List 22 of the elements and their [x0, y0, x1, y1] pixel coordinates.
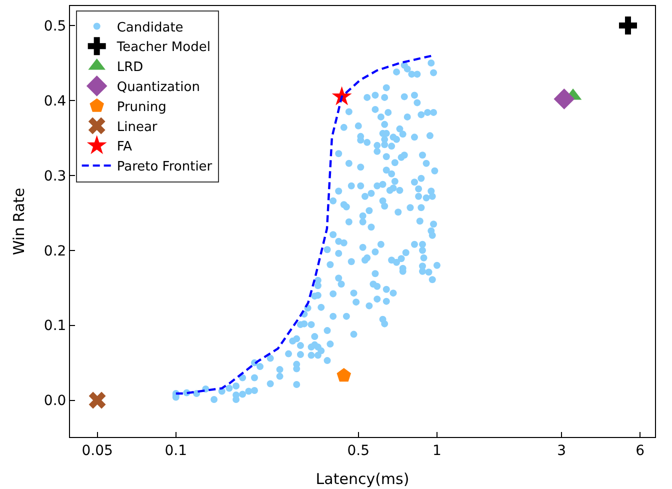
x-tick-label: 1 — [432, 442, 442, 459]
x-tick-label: 6 — [636, 442, 645, 459]
legend-label: FA — [116, 140, 132, 155]
y-tick-label: 0.2 — [44, 243, 66, 260]
y-axis-title: Win Rate — [10, 188, 28, 256]
y-tick-label: 0.4 — [44, 93, 66, 110]
legend-label: Pruning — [116, 100, 166, 115]
legend-label: Pareto Frontier — [116, 160, 213, 175]
legend-label: LRD — [116, 60, 144, 76]
x-tick-label: 3 — [557, 442, 566, 459]
x-tick-label: 0.1 — [164, 442, 188, 459]
y-tick-label: 0.5 — [44, 18, 66, 34]
x-axis-title: Latency(ms) — [316, 470, 410, 488]
legend-label: Linear — [116, 120, 158, 135]
legend-label: Candidate — [116, 20, 184, 36]
y-tick-label: 0.0 — [44, 393, 66, 410]
legend-label: Teacher Model — [116, 40, 210, 56]
x-tick-label: 0.5 — [347, 442, 370, 459]
y-tick-label: 0.1 — [44, 318, 66, 334]
legend-label: Quantization — [116, 80, 200, 96]
x-tick-label: 0.05 — [82, 442, 113, 459]
y-tick-label: 0.3 — [44, 168, 66, 184]
